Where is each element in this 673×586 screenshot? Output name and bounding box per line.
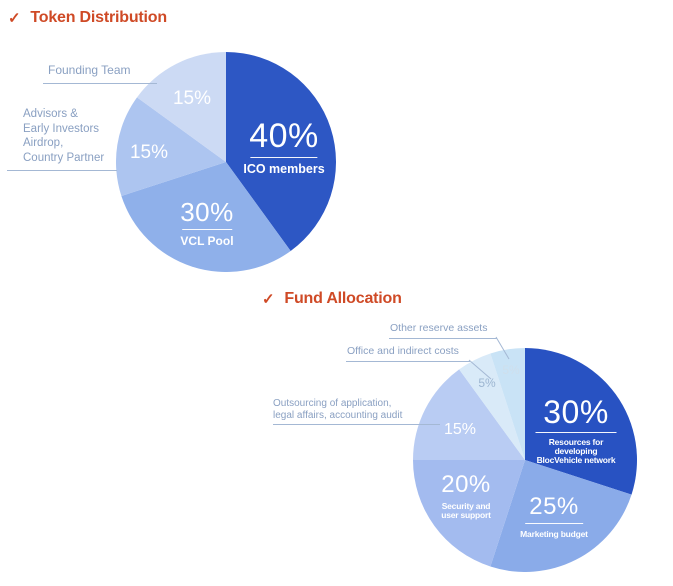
slice-sublabel: Marketing budget xyxy=(520,529,588,539)
pie-slice xyxy=(413,369,525,460)
label-divider xyxy=(250,157,318,158)
pie-slice xyxy=(137,52,226,162)
pie-slice xyxy=(490,348,525,460)
token-distribution-title: Token Distribution xyxy=(30,9,167,26)
check-icon: ✓ xyxy=(262,291,275,308)
pie-slice xyxy=(490,460,632,572)
slice-label-marketing-budget: 25% Marketing budget xyxy=(520,493,588,540)
pct-40: 40% xyxy=(249,117,319,155)
slice-label-ico-members: 40% ICO members xyxy=(243,118,324,176)
fund-allocation-pie xyxy=(413,348,637,572)
label-divider xyxy=(524,523,583,524)
slice-sublabel: VCL Pool xyxy=(180,234,234,248)
pie-slice xyxy=(525,348,637,495)
pie-slice xyxy=(459,353,525,460)
callout-office-indirect-costs: Office and indirect costs xyxy=(346,345,470,362)
slice-label-resources: 30% Resources for developing BlocVehicle… xyxy=(528,395,625,465)
pct-15-advisors: 15% xyxy=(129,142,169,163)
slice-sublabel: Security and user support xyxy=(441,501,491,520)
callout-advisors-early-investors: Advisors & Early Investors Airdrop, Coun… xyxy=(7,107,117,171)
callout-other-reserve-assets: Other reserve assets xyxy=(389,322,497,339)
section-title-fund: ✓ Fund Allocation xyxy=(262,290,402,308)
slice-sublabel: Resources for developing BlocVehicle net… xyxy=(536,437,616,465)
pct-5-office: 5% xyxy=(478,376,496,390)
pct-20: 20% xyxy=(441,471,491,498)
pct-5-other-reserve: 5% xyxy=(502,363,520,377)
pct-25: 25% xyxy=(529,493,579,520)
pct-15-outsourcing: 15% xyxy=(443,421,477,438)
slice-label-vcl-pool: 30% VCL Pool xyxy=(180,198,234,248)
pie-slice xyxy=(226,52,336,251)
label-divider xyxy=(535,432,617,433)
pie-slice xyxy=(116,97,226,196)
fund-allocation-title: Fund Allocation xyxy=(284,290,402,307)
pct-30: 30% xyxy=(180,197,234,227)
token-distribution-pie xyxy=(116,52,336,272)
slice-label-security-support: 20% Security and user support xyxy=(441,472,491,520)
label-divider xyxy=(181,229,232,230)
pie-slice xyxy=(413,460,525,567)
slice-sublabel: ICO members xyxy=(243,162,325,176)
callout-outsourcing: Outsourcing of application, legal affair… xyxy=(273,398,440,425)
section-title-token: ✓ Token Distribution xyxy=(8,9,167,27)
pie-slice xyxy=(121,162,291,272)
check-icon: ✓ xyxy=(8,10,21,27)
pct-15-founding-team: 15% xyxy=(172,88,212,109)
pct-30: 30% xyxy=(543,394,609,430)
callout-founding-team: Founding Team xyxy=(43,63,157,84)
